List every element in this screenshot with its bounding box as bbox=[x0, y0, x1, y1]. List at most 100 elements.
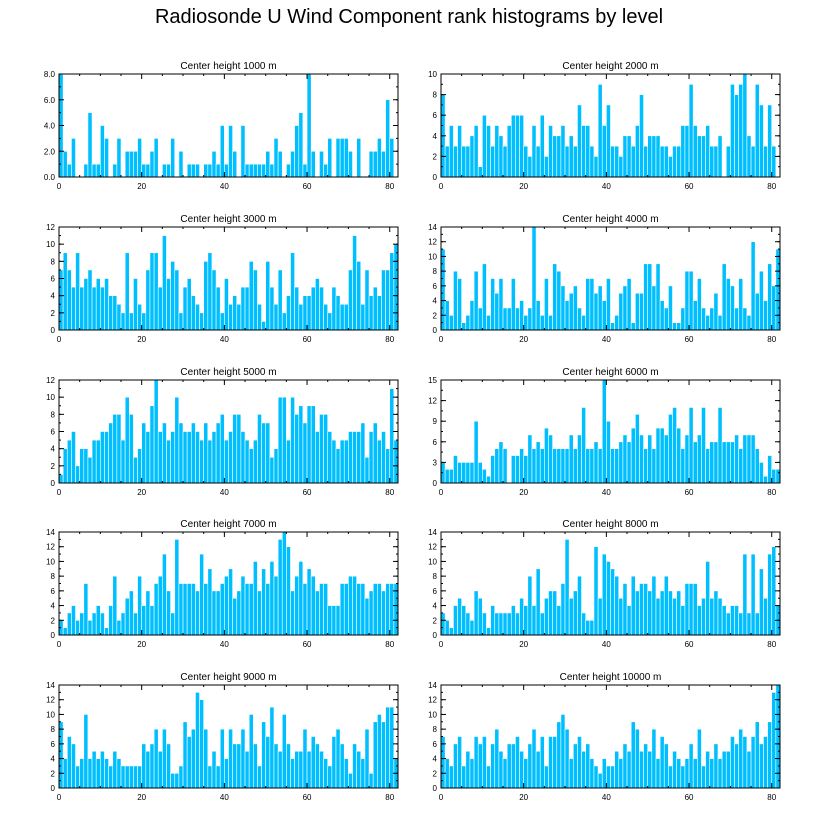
histogram-bar bbox=[589, 278, 595, 331]
histogram-bar bbox=[335, 448, 341, 484]
histogram-panel: Center height 9000 m 0 20 40 60 80 0 2 4 6 8 10 12 14 bbox=[46, 672, 399, 802]
histogram-bar bbox=[343, 758, 349, 789]
histogram-bar bbox=[523, 314, 529, 331]
histogram-bar bbox=[606, 278, 611, 331]
histogram-bar bbox=[137, 765, 142, 789]
x-tick-label: 80 bbox=[767, 793, 776, 802]
histogram-bar bbox=[593, 546, 599, 636]
y-tick-label: 2 bbox=[51, 769, 56, 778]
histogram-bar bbox=[190, 583, 196, 636]
x-tick-label: 60 bbox=[685, 335, 694, 344]
x-tick-label: 60 bbox=[685, 182, 694, 191]
histogram-bar bbox=[510, 114, 516, 178]
histogram-bar bbox=[775, 468, 781, 484]
histogram-bar bbox=[721, 263, 727, 331]
histogram-bar bbox=[622, 583, 628, 636]
y-tick-label: 14 bbox=[428, 681, 437, 690]
histogram-bar bbox=[75, 765, 80, 789]
histogram-bar bbox=[697, 135, 702, 178]
histogram-bar bbox=[315, 278, 320, 331]
histogram-bar bbox=[527, 434, 533, 484]
histogram-bar bbox=[228, 568, 233, 636]
histogram-bar bbox=[281, 531, 287, 636]
histogram-bar bbox=[149, 743, 155, 789]
histogram-bar bbox=[294, 286, 300, 331]
y-tick-label: 2 bbox=[51, 309, 56, 318]
histogram-bar bbox=[335, 295, 341, 331]
histogram-bar bbox=[356, 750, 362, 789]
histogram-bar bbox=[453, 270, 458, 331]
histogram-bar bbox=[331, 736, 337, 789]
y-tick-label: 2 bbox=[433, 616, 438, 625]
histogram-bar bbox=[174, 539, 180, 636]
histogram-bar bbox=[153, 583, 159, 636]
histogram-bar bbox=[506, 612, 512, 636]
histogram-bar bbox=[647, 434, 653, 484]
histogram-bar bbox=[385, 448, 391, 484]
histogram-bar bbox=[659, 736, 665, 789]
x-tick-label: 0 bbox=[439, 182, 444, 191]
histogram-bar bbox=[170, 138, 176, 178]
histogram-bar bbox=[91, 612, 97, 636]
y-tick-label: 10 bbox=[428, 710, 437, 719]
histogram-bar bbox=[734, 605, 739, 636]
x-tick-label: 0 bbox=[439, 335, 444, 344]
histogram-bar bbox=[195, 163, 200, 178]
histogram-bar bbox=[510, 743, 516, 789]
y-tick-label: 6 bbox=[433, 587, 438, 596]
histogram-bar bbox=[381, 590, 386, 636]
histogram-bar bbox=[680, 765, 686, 789]
histogram-bar bbox=[190, 295, 196, 331]
histogram-bar bbox=[643, 743, 649, 789]
histogram-bar bbox=[137, 138, 142, 178]
y-tick-label: 10 bbox=[46, 240, 55, 249]
histogram-bar bbox=[75, 619, 80, 636]
histogram-bar bbox=[277, 269, 283, 331]
histogram-bar bbox=[149, 252, 155, 331]
histogram-bar bbox=[465, 612, 471, 636]
histogram-bar bbox=[232, 150, 238, 178]
histogram-bar bbox=[327, 605, 333, 636]
histogram-bar bbox=[610, 145, 615, 178]
histogram-bar bbox=[257, 590, 262, 636]
histogram-bar bbox=[253, 269, 258, 331]
histogram-bar bbox=[199, 312, 204, 331]
y-tick-label: 2 bbox=[51, 616, 56, 625]
histogram-bar bbox=[506, 743, 512, 789]
histogram-bar bbox=[62, 627, 68, 636]
histogram-bar bbox=[564, 448, 570, 484]
histogram-bar bbox=[577, 434, 582, 484]
histogram-bar bbox=[482, 114, 487, 178]
histogram-bar bbox=[224, 439, 229, 484]
y-tick-label: 14 bbox=[46, 681, 55, 690]
histogram-bar bbox=[601, 553, 607, 636]
y-tick-label: 0 bbox=[433, 631, 438, 640]
histogram-bar bbox=[709, 145, 715, 178]
histogram-bar bbox=[224, 575, 229, 636]
histogram-bar bbox=[91, 750, 97, 789]
histogram-bar bbox=[738, 612, 744, 636]
histogram-bar bbox=[676, 590, 682, 636]
x-tick-label: 80 bbox=[385, 793, 394, 802]
x-tick-label: 0 bbox=[57, 640, 62, 649]
histogram-bar bbox=[364, 597, 370, 636]
histogram-bar bbox=[688, 270, 694, 331]
histogram-bar bbox=[145, 163, 151, 178]
histogram-bar bbox=[593, 441, 599, 484]
histogram-bar bbox=[310, 286, 316, 331]
histogram-bar bbox=[482, 468, 487, 484]
histogram-bar bbox=[701, 407, 706, 484]
x-tick-label: 20 bbox=[137, 182, 146, 191]
y-tick-label: 6 bbox=[433, 111, 438, 120]
histogram-bar bbox=[552, 263, 558, 331]
histogram-bar bbox=[713, 590, 719, 636]
histogram-bar bbox=[389, 388, 395, 484]
histogram-bar bbox=[348, 150, 353, 178]
y-tick-label: 6.0 bbox=[44, 96, 56, 105]
x-tick-label: 80 bbox=[767, 640, 776, 649]
histogram-bar bbox=[750, 145, 756, 178]
histogram-bar bbox=[717, 407, 723, 484]
histogram-bar bbox=[725, 750, 731, 789]
histogram-bar bbox=[128, 765, 134, 789]
histogram-bar bbox=[531, 728, 537, 789]
